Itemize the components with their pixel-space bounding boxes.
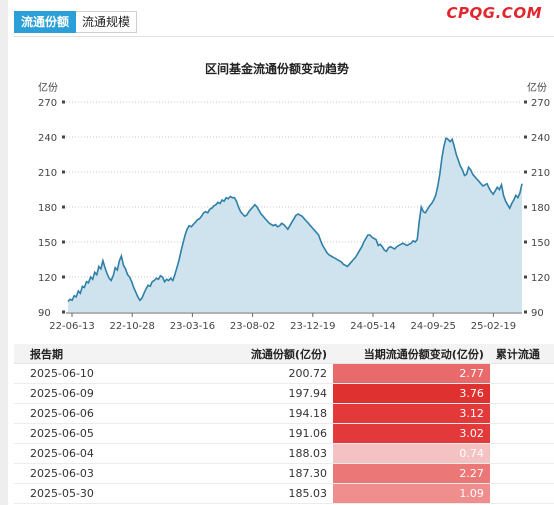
y-axis-left: 90 120 150 180 210 240 270 xyxy=(38,98,65,319)
y-tick-label-left: 270 xyxy=(38,98,57,109)
cell-cumulative xyxy=(489,443,554,464)
table-row[interactable]: 2025-06-10 200.72 2.77 xyxy=(14,363,554,384)
y-tick-mark-right xyxy=(524,135,527,139)
x-axis: 22-06-13 22-10-28 23-03-16 23-08-02 23-12-19… xyxy=(49,313,516,332)
y-tick-label-right: 180 xyxy=(531,203,550,214)
y-tick-label-right: 150 xyxy=(531,238,550,249)
col-header-date[interactable]: 报告期 xyxy=(14,344,175,364)
y-tick-label-left: 90 xyxy=(38,308,51,319)
brand-logo: CPQG.COM xyxy=(446,4,542,22)
table-row[interactable]: 2025-05-30 185.03 1.09 xyxy=(14,483,554,504)
share-table: 报告期 流通份额(亿份) 当期流通份额变动(亿份) 累计流通 2025-06-1… xyxy=(14,344,554,504)
table-row[interactable]: 2025-06-03 187.30 2.27 xyxy=(14,463,554,484)
cell-change: 3.12 xyxy=(332,403,490,424)
x-tick-label: 25-02-19 xyxy=(471,321,516,332)
y-axis-unit-right: 亿份 xyxy=(527,81,547,94)
cell-cumulative xyxy=(489,423,554,444)
cell-cumulative xyxy=(489,403,554,424)
y-tick-label-right: 90 xyxy=(531,308,544,319)
y-tick-mark-right xyxy=(524,205,527,209)
cell-cumulative xyxy=(489,363,554,384)
y-tick-label-right: 210 xyxy=(531,168,550,179)
y-axis-right: 90 120 150 180 210 240 270 xyxy=(524,98,550,319)
cell-change: 2.27 xyxy=(332,463,490,484)
y-tick-mark-left xyxy=(62,135,65,139)
chart-title: 区间基金流通份额变动趋势 xyxy=(204,62,349,76)
col-header-shares[interactable]: 流通份额(亿份) xyxy=(174,344,333,364)
y-tick-label-right: 270 xyxy=(531,98,550,109)
table-row[interactable]: 2025-06-05 191.06 3.02 xyxy=(14,423,554,444)
y-tick-label-left: 240 xyxy=(38,133,57,144)
table-body: 2025-06-10 200.72 2.77 2025-06-09 197.94 3.76… xyxy=(14,363,554,504)
series-line xyxy=(67,137,523,303)
cell-change: 0.74 xyxy=(332,443,490,464)
cell-cumulative xyxy=(489,483,554,504)
x-tick-label: 22-10-28 xyxy=(110,321,155,332)
cell-date: 2025-06-05 xyxy=(14,423,175,444)
y-tick-mark-right xyxy=(524,170,527,174)
cell-change: 3.02 xyxy=(332,423,490,444)
table-header-row: 报告期 流通份额(亿份) 当期流通份额变动(亿份) 累计流通 xyxy=(14,344,554,364)
y-tick-mark-right xyxy=(524,310,527,314)
x-tick-label: 23-03-16 xyxy=(170,321,215,332)
cell-cumulative xyxy=(489,383,554,404)
tab-bar: 流通份额 流通规模 xyxy=(14,11,138,33)
cell-shares: 188.03 xyxy=(174,443,333,464)
cell-shares: 197.94 xyxy=(174,383,333,404)
tab-circulating-scale[interactable]: 流通规模 xyxy=(76,11,138,33)
y-tick-label-left: 120 xyxy=(38,273,57,284)
y-tick-mark-right xyxy=(524,100,527,104)
y-tick-mark-left xyxy=(62,170,65,174)
cell-date: 2025-06-06 xyxy=(14,403,175,424)
cell-date: 2025-06-10 xyxy=(14,363,175,384)
cell-date: 2025-06-09 xyxy=(14,383,175,404)
y-tick-label-left: 150 xyxy=(38,238,57,249)
header-divider xyxy=(14,36,554,37)
y-tick-mark-left xyxy=(62,275,65,279)
y-tick-label-right: 120 xyxy=(531,273,550,284)
cell-change: 1.09 xyxy=(332,483,490,504)
y-tick-mark-left xyxy=(62,100,65,104)
y-tick-label-left: 210 xyxy=(38,168,57,179)
x-tick-label: 23-08-02 xyxy=(230,321,275,332)
x-tick-label: 24-09-25 xyxy=(411,321,456,332)
series-area xyxy=(68,138,522,312)
cell-shares: 191.06 xyxy=(174,423,333,444)
cell-date: 2025-06-04 xyxy=(14,443,175,464)
cell-change: 2.77 xyxy=(332,363,490,384)
x-tick-label: 22-06-13 xyxy=(49,321,94,332)
cell-shares: 187.30 xyxy=(174,463,333,484)
share-trend-chart: 90 120 150 180 210 240 270 90 120 150 180 210 240 27… xyxy=(38,81,550,332)
x-tick-label: 23-12-19 xyxy=(290,321,335,332)
cell-date: 2025-06-03 xyxy=(14,463,175,484)
y-axis-unit-left: 亿份 xyxy=(38,81,58,94)
table-row[interactable]: 2025-06-09 197.94 3.76 xyxy=(14,383,554,404)
y-tick-mark-right xyxy=(524,275,527,279)
cell-cumulative xyxy=(489,463,554,484)
cell-shares: 185.03 xyxy=(174,483,333,504)
col-header-change[interactable]: 当期流通份额变动(亿份) xyxy=(332,344,490,364)
table-row[interactable]: 2025-06-06 194.18 3.12 xyxy=(14,403,554,424)
left-scroll-strip xyxy=(0,0,8,505)
x-tick-label: 24-05-14 xyxy=(350,321,395,332)
table-row[interactable]: 2025-06-04 188.03 0.74 xyxy=(14,443,554,464)
tab-circulating-shares[interactable]: 流通份额 xyxy=(14,11,77,33)
y-tick-mark-left xyxy=(62,310,65,314)
cell-date: 2025-05-30 xyxy=(14,483,175,504)
y-tick-mark-left xyxy=(62,240,65,244)
y-tick-mark-left xyxy=(62,205,65,209)
y-tick-label-right: 240 xyxy=(531,133,550,144)
cell-change: 3.76 xyxy=(332,383,490,404)
cell-shares: 200.72 xyxy=(174,363,333,384)
cell-shares: 194.18 xyxy=(174,403,333,424)
y-tick-mark-right xyxy=(524,240,527,244)
col-header-cumulative[interactable]: 累计流通 xyxy=(489,344,554,364)
y-tick-label-left: 180 xyxy=(38,203,57,214)
